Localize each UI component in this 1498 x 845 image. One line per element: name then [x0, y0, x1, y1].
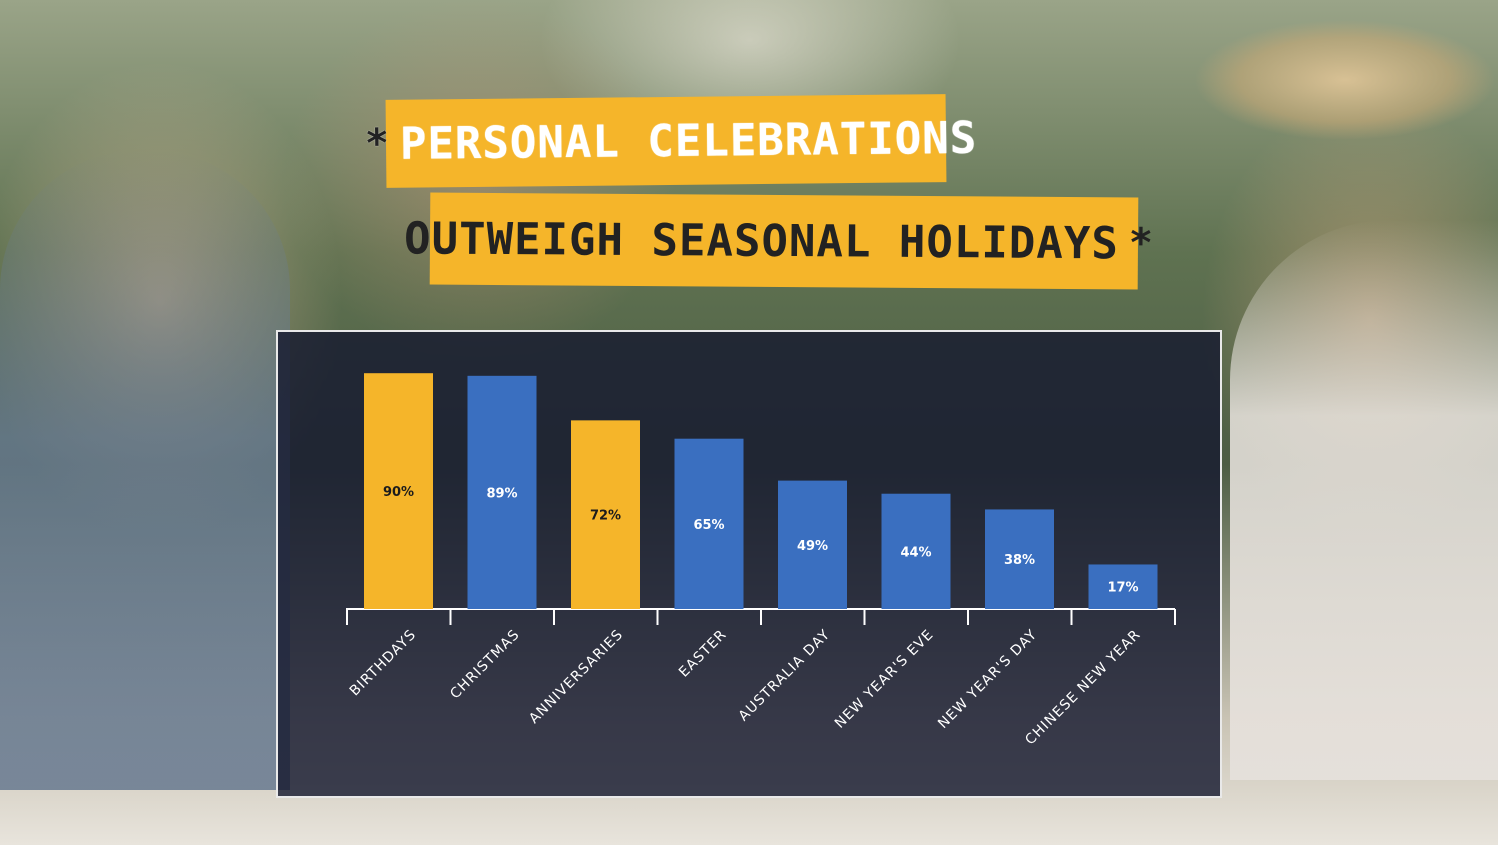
bar-easter [674, 438, 744, 609]
bar-christmas [467, 375, 537, 609]
title-line2: OUTWEIGH SEASONAL HOLIDAYS [403, 212, 1119, 269]
bar-new-year-s-eve [881, 493, 951, 609]
bar-value-label: 17% [1107, 581, 1138, 596]
category-label: EASTER [676, 627, 730, 681]
star-icon: * [1128, 220, 1155, 267]
background-hat [1195, 0, 1495, 140]
category-label: ANNIVERSARIES [526, 627, 626, 727]
bar-australia-day [778, 480, 847, 609]
bar-value-label: 49% [797, 539, 828, 554]
category-label: CHRISTMAS [447, 627, 523, 703]
bar-new-year-s-day [985, 509, 1054, 609]
star-icon: * [364, 120, 391, 168]
bar-value-label: 65% [693, 518, 724, 533]
bar-chinese-new-year [1088, 564, 1158, 609]
title-banner-line2: OUTWEIGH SEASONAL HOLIDAYS * [404, 192, 1154, 290]
bar-value-label: 89% [486, 486, 517, 501]
bar-value-label: 38% [1004, 553, 1035, 568]
bar-anniversaries [571, 420, 640, 609]
background-person-right [1230, 220, 1498, 780]
bar-chart: 90% BIRTHDAYS 89% CHRISTMAS 72% ANNIVERSARIES… [346, 373, 1176, 749]
category-label: NEW YEAR'S DAY [935, 627, 1040, 732]
category-label: BIRTHDAYS [347, 627, 420, 700]
bar-value-label: 44% [900, 545, 931, 560]
category-label: NEW YEAR'S EVE [832, 627, 937, 732]
bar-value-label: 90% [383, 485, 414, 500]
bar-value-label: 72% [590, 509, 621, 524]
category-label: CHINESE NEW YEAR [1022, 627, 1144, 749]
background-person-left [0, 150, 290, 790]
title-banner-line1: * PERSONAL CELEBRATIONS [365, 94, 977, 188]
category-label: AUSTRALIA DAY [736, 627, 834, 725]
bar-birthdays [364, 373, 433, 609]
title-line1: PERSONAL CELEBRATIONS [399, 112, 978, 170]
chart-panel: 90% BIRTHDAYS 89% CHRISTMAS 72% ANNIVERSARIES… [276, 330, 1222, 798]
